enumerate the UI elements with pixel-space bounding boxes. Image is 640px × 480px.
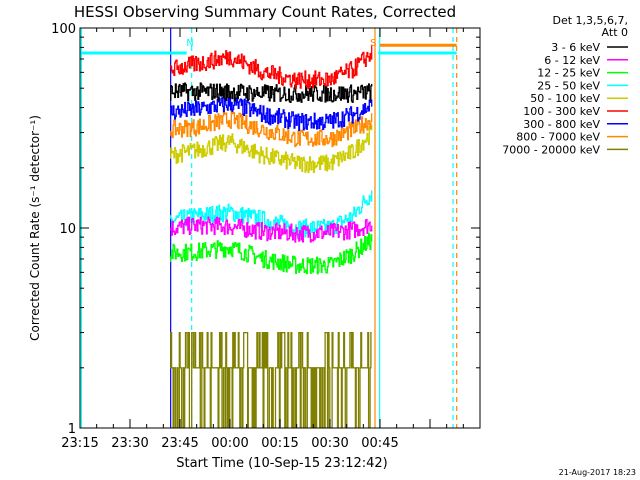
series-line-25-50-kev (170, 190, 373, 238)
chart-title: HESSI Observing Summary Count Rates, Cor… (74, 3, 456, 21)
legend-header-1: Att 0 (602, 26, 628, 39)
y-tick-label-1: 1 (68, 422, 76, 437)
x-tick-label-23-30: 23:30 (111, 436, 148, 451)
y-tick-label-100: 100 (51, 22, 76, 37)
series-line-6-12-kev (170, 216, 373, 243)
series-line-300-800-kev (170, 96, 373, 131)
legend-entry-300-800-kev: 300 - 800 keV (523, 118, 600, 131)
legend-entry-50-100-kev: 50 - 100 keV (530, 92, 600, 105)
x-tick-label-00-45: 00:45 (361, 436, 398, 451)
y-tick-label-10: 10 (59, 222, 76, 237)
x-tick-label-00-00: 00:00 (211, 436, 248, 451)
series-line-12-25-kev (170, 232, 373, 275)
x-tick-label-23-45: 23:45 (161, 436, 198, 451)
legend-entry-3-6-kev: 3 - 6 keV (551, 41, 600, 54)
y-axis-label: Corrected Count Rate (s⁻¹ detector⁻¹) (28, 115, 42, 341)
legend-entry-7000-20000-kev: 7000 - 20000 keV (502, 143, 600, 156)
series-line-800-7000-kev (170, 110, 373, 148)
marker-label-s: S (370, 38, 376, 49)
x-axis-label: Start Time (10-Sep-15 23:12:42) (176, 456, 387, 471)
legend-entry-25-50-kev: 25 - 50 keV (537, 79, 600, 92)
marker-label-n: N (186, 38, 193, 49)
legend-entry-800-7000-kev: 800 - 7000 keV (516, 131, 600, 144)
footer-date: 21-Aug-2017 18:23 (559, 468, 636, 477)
legend-header-0: Det 1,3,5,6,7, (552, 14, 628, 27)
legend-entry-6-12-kev: 6 - 12 keV (544, 54, 600, 67)
series-line-7000-20000-kev (170, 331, 372, 428)
series-line-50-100-kev (170, 124, 373, 174)
x-tick-label-00-15: 00:15 (261, 436, 298, 451)
legend-entry-100-300-kev: 100 - 300 keV (523, 105, 600, 118)
x-tick-label-23-15: 23:15 (61, 436, 98, 451)
series-line-3-6-kev (170, 82, 373, 103)
series-line-100-300-kev (170, 44, 373, 90)
x-tick-label-00-30: 00:30 (311, 436, 348, 451)
legend-entry-12-25-kev: 12 - 25 keV (537, 67, 600, 80)
